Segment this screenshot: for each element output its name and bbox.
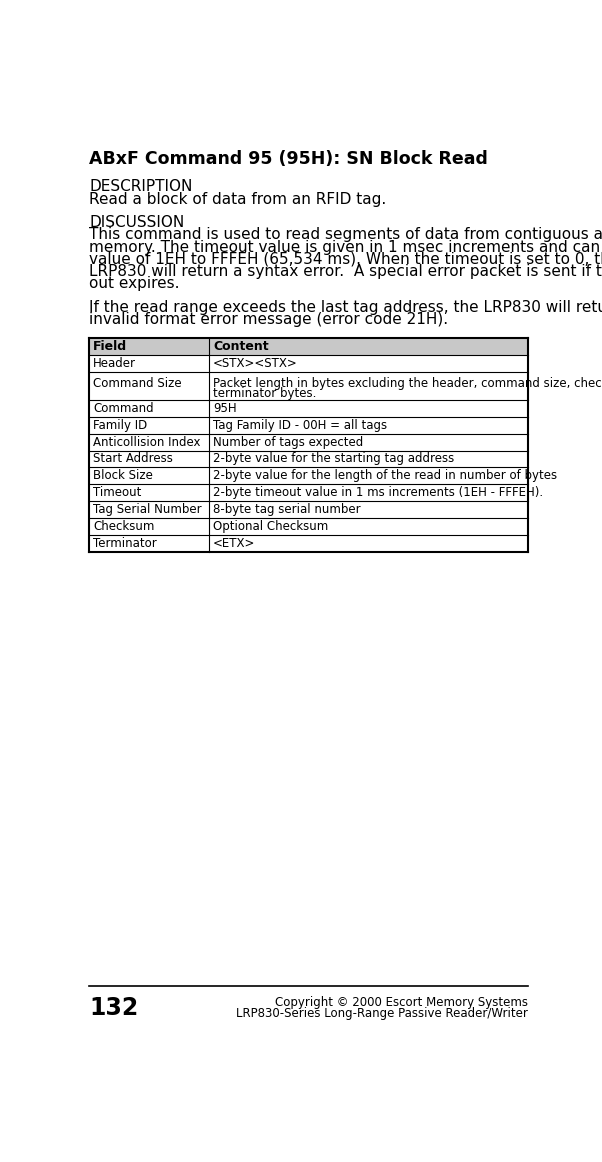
Text: Copyright © 2000 Escort Memory Systems: Copyright © 2000 Escort Memory Systems [275, 996, 528, 1009]
Text: value of 1EH to FFFEH (65,534 ms). When the timeout is set to 0, the: value of 1EH to FFFEH (65,534 ms). When … [89, 252, 602, 267]
Text: <STX><STX>: <STX><STX> [213, 357, 298, 370]
Text: LRP830-Series Long-Range Passive Reader/Writer: LRP830-Series Long-Range Passive Reader/… [236, 1007, 528, 1020]
Text: 95H: 95H [213, 402, 237, 415]
Bar [89, 338, 528, 356]
Text: Content: Content [213, 340, 269, 353]
Text: Anticollision Index: Anticollision Index [93, 436, 200, 449]
Text: Tag Serial Number: Tag Serial Number [93, 503, 202, 516]
Text: Field: Field [93, 340, 127, 353]
Text: Packet length in bytes excluding the header, command size, checksum and: Packet length in bytes excluding the hea… [213, 378, 602, 390]
Text: memory. The timeout value is given in 1 msec increments and can have a: memory. The timeout value is given in 1 … [89, 239, 602, 254]
Text: 8-byte tag serial number: 8-byte tag serial number [213, 503, 361, 516]
Text: Read a block of data from an RFID tag.: Read a block of data from an RFID tag. [89, 192, 386, 207]
Text: Timeout: Timeout [93, 487, 141, 500]
Text: Terminator: Terminator [93, 537, 157, 550]
Text: If the read range exceeds the last tag address, the LRP830 will return an: If the read range exceeds the last tag a… [89, 300, 602, 315]
Text: Tag Family ID - 00H = all tags: Tag Family ID - 00H = all tags [213, 418, 387, 431]
Text: DESCRIPTION: DESCRIPTION [89, 179, 193, 194]
Text: Family ID: Family ID [93, 418, 147, 431]
Text: ABxF Command 95 (95H): SN Block Read: ABxF Command 95 (95H): SN Block Read [89, 150, 488, 168]
Text: out expires.: out expires. [89, 277, 180, 292]
Text: 2-byte value for the starting tag address: 2-byte value for the starting tag addres… [213, 452, 455, 466]
Text: Number of tags expected: Number of tags expected [213, 436, 364, 449]
Text: LRP830 will return a syntax error.  A special error packet is sent if the time-: LRP830 will return a syntax error. A spe… [89, 264, 602, 279]
Text: terminator bytes.: terminator bytes. [213, 387, 317, 401]
Text: Command Size: Command Size [93, 378, 182, 390]
Text: <ETX>: <ETX> [213, 537, 256, 550]
Bar [89, 338, 528, 552]
Text: This command is used to read segments of data from contiguous areas of tag: This command is used to read segments of… [89, 228, 602, 242]
Text: 2-byte value for the length of the read in number of bytes: 2-byte value for the length of the read … [213, 469, 557, 482]
Text: Optional Checksum: Optional Checksum [213, 521, 329, 533]
Text: Start Address: Start Address [93, 452, 173, 466]
Text: DISCUSSION: DISCUSSION [89, 215, 184, 230]
Text: Checksum: Checksum [93, 521, 155, 533]
Text: 132: 132 [89, 996, 138, 1020]
Text: Header: Header [93, 357, 136, 370]
Text: invalid format error message (error code 21H).: invalid format error message (error code… [89, 311, 448, 327]
Text: Command: Command [93, 402, 154, 415]
Text: 2-byte timeout value in 1 ms increments (1EH - FFFEH).: 2-byte timeout value in 1 ms increments … [213, 487, 544, 500]
Text: Block Size: Block Size [93, 469, 153, 482]
